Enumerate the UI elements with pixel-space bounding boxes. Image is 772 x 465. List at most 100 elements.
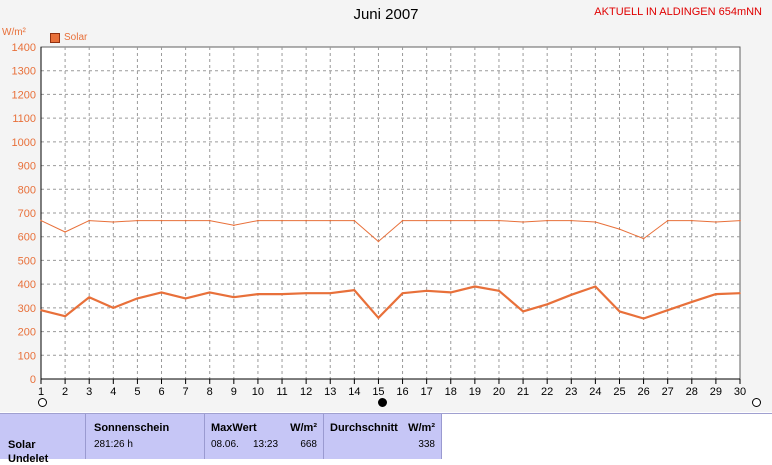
data-point: [377, 317, 380, 319]
series-line-solar-max: [40, 220, 741, 242]
x-tick-label: 20: [493, 386, 505, 398]
series-line-solar: [40, 285, 741, 320]
data-point: [281, 293, 283, 295]
x-tick-label: 21: [517, 386, 529, 398]
data-point: [690, 219, 693, 222]
data-point: [522, 221, 524, 223]
data-point: [570, 219, 573, 222]
sunshine-value: 281:26 h: [94, 439, 133, 450]
chart-title: Juni 2007: [353, 6, 419, 23]
data-point: [546, 219, 548, 222]
data-point: [208, 219, 211, 222]
max-head: MaxWert: [211, 422, 257, 434]
footer-row-label-2: Undelet: [8, 453, 49, 465]
y-tick-label: 900: [18, 161, 36, 173]
data-point: [233, 224, 235, 227]
data-point: [618, 310, 621, 313]
data-point: [329, 292, 332, 294]
chart-legend[interactable]: Solar: [50, 32, 87, 43]
data-point: [474, 285, 476, 288]
data-point: [715, 221, 717, 223]
x-tick-label: 4: [110, 386, 116, 398]
x-tick-label: 3: [86, 386, 92, 398]
max-time: 13:23: [253, 439, 279, 450]
data-point: [329, 219, 332, 222]
data-point: [425, 289, 428, 292]
data-point: [666, 309, 669, 312]
y-tick-label: 1000: [12, 137, 36, 149]
legend-label: Solar: [64, 32, 88, 43]
x-tick-label: 30: [734, 386, 746, 398]
sunshine-cell: Sonnenschein 281:26 h: [86, 414, 205, 459]
data-point: [739, 292, 741, 294]
data-point: [40, 219, 42, 222]
max-value-cell: MaxWert W/m² 08.06. 13:23 668: [205, 414, 324, 459]
x-tick-label: 24: [589, 386, 601, 398]
footer-row-label-cell: Solar Undelet: [0, 414, 86, 465]
chart-subtitle: AKTUELL IN ALDINGEN 654mNN: [594, 6, 762, 18]
data-point: [449, 291, 452, 294]
chart-area: 0 100 200 300 400 500 600 700 800 900 1000 1100 1200…: [0, 0, 772, 412]
data-point: [160, 291, 163, 294]
y-tick-label: 100: [18, 350, 36, 362]
sunshine-head: Sonnenschein: [94, 422, 170, 434]
average-cell: Durchschnitt W/m² 338: [324, 414, 442, 459]
x-tick-label: 28: [686, 386, 698, 398]
data-point: [136, 297, 139, 300]
data-point: [642, 317, 645, 320]
data-point: [112, 221, 115, 223]
y-tick-label: 800: [18, 184, 36, 196]
y-tick-label: 1100: [12, 113, 36, 125]
data-point: [498, 289, 500, 292]
y-tick-label: 0: [30, 374, 36, 386]
data-point: [184, 297, 187, 300]
data-point: [401, 219, 404, 222]
data-point: [281, 219, 283, 222]
x-tick-label: 14: [348, 386, 360, 398]
data-point: [377, 240, 380, 243]
x-tick-label: 27: [662, 386, 674, 398]
x-tick-label: 5: [134, 386, 140, 398]
data-point: [88, 296, 91, 298]
data-point: [425, 219, 428, 222]
data-point: [184, 219, 187, 222]
x-tick-label: 17: [421, 386, 433, 398]
y-tick-label: 200: [18, 327, 36, 339]
data-point: [618, 228, 621, 230]
prev-month-button[interactable]: [38, 398, 47, 407]
x-tick-label: 29: [710, 386, 722, 398]
data-point: [64, 231, 66, 233]
x-tick-label: 16: [396, 386, 408, 398]
x-tick-label: 9: [231, 386, 237, 398]
next-month-button[interactable]: [752, 398, 761, 407]
x-tick-label: 23: [565, 386, 577, 398]
x-tick-label: 13: [324, 386, 336, 398]
solar-chart: 0 100 200 300 400 500 600 700 800 900 1000 1100 1200…: [12, 42, 747, 398]
avg-value: 338: [418, 439, 435, 450]
data-point: [40, 309, 42, 312]
x-tick-label: 15: [372, 386, 384, 398]
avg-head: Durchschnitt: [330, 422, 398, 434]
y-tick-label: 400: [18, 279, 36, 291]
data-point: [353, 219, 356, 222]
data-point: [522, 310, 524, 313]
max-unit: W/m²: [290, 422, 317, 434]
avg-unit: W/m²: [408, 422, 435, 434]
y-tick-label: 1200: [12, 89, 36, 101]
data-point: [546, 303, 548, 306]
data-point: [353, 289, 356, 291]
footer-row-label: Solar: [8, 439, 36, 451]
y-axis-unit: W/m²: [2, 27, 26, 38]
x-tick-label: 19: [469, 386, 481, 398]
current-day-marker[interactable]: [378, 398, 387, 407]
data-point: [257, 293, 259, 295]
y-tick-label: 700: [18, 208, 36, 220]
footer-blank: [442, 414, 772, 459]
summary-footer: Solar Undelet Sonnenschein 281:26 h MaxW…: [0, 413, 772, 465]
x-tick-label: 22: [541, 386, 553, 398]
y-tick-label: 1300: [12, 66, 36, 78]
data-point: [666, 219, 669, 222]
data-point: [305, 219, 307, 222]
data-point: [570, 294, 573, 296]
data-point: [690, 301, 693, 303]
